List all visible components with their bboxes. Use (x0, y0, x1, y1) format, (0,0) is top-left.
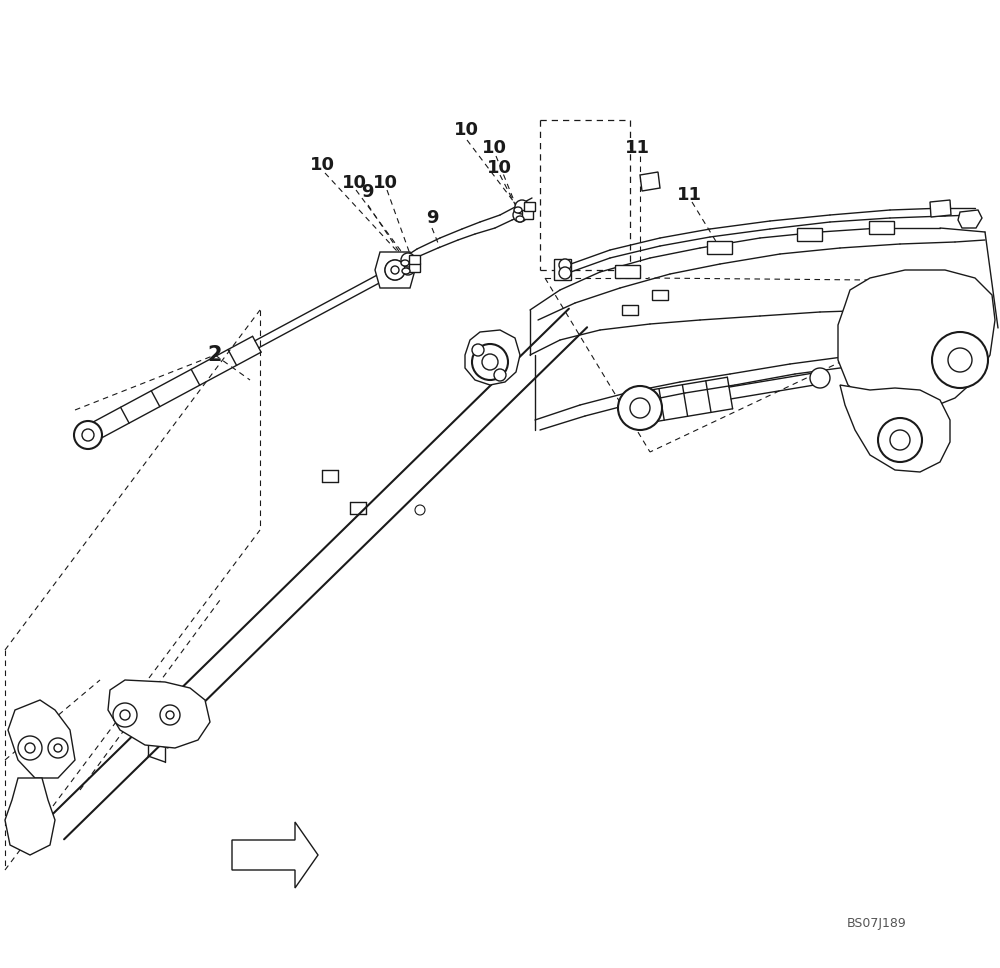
FancyBboxPatch shape (798, 228, 822, 241)
Polygon shape (375, 252, 415, 288)
Circle shape (391, 266, 399, 274)
Circle shape (401, 253, 415, 267)
Polygon shape (958, 210, 982, 228)
Bar (622, 305, 638, 315)
Text: 10: 10 (482, 139, 507, 157)
Polygon shape (640, 172, 660, 191)
Polygon shape (5, 778, 55, 855)
Polygon shape (930, 200, 951, 217)
FancyBboxPatch shape (554, 259, 572, 281)
Circle shape (160, 705, 180, 725)
Text: 10: 10 (454, 121, 479, 139)
Circle shape (120, 710, 130, 720)
FancyBboxPatch shape (410, 256, 420, 264)
Circle shape (482, 354, 498, 370)
Polygon shape (108, 680, 210, 748)
FancyBboxPatch shape (616, 265, 640, 279)
Circle shape (166, 711, 174, 719)
Circle shape (113, 703, 137, 727)
Polygon shape (8, 700, 75, 778)
Bar (652, 290, 668, 300)
Ellipse shape (401, 260, 409, 266)
Text: 10: 10 (310, 156, 334, 174)
Circle shape (948, 348, 972, 372)
Circle shape (630, 398, 650, 418)
Polygon shape (840, 385, 950, 472)
Circle shape (472, 344, 484, 356)
Polygon shape (232, 822, 318, 888)
Ellipse shape (516, 216, 524, 222)
Text: 2: 2 (208, 345, 222, 365)
Text: 10: 10 (486, 159, 512, 177)
Circle shape (932, 332, 988, 388)
Text: 9: 9 (426, 209, 438, 227)
Circle shape (54, 744, 62, 752)
Circle shape (48, 738, 68, 758)
Circle shape (25, 743, 35, 753)
Circle shape (401, 261, 415, 275)
Text: 10: 10 (342, 174, 366, 192)
Circle shape (82, 429, 94, 441)
Circle shape (494, 369, 506, 381)
FancyBboxPatch shape (524, 202, 536, 211)
Circle shape (472, 344, 508, 380)
Circle shape (385, 260, 405, 280)
Circle shape (878, 418, 922, 462)
Circle shape (890, 430, 910, 450)
Ellipse shape (402, 268, 410, 274)
Text: 10: 10 (372, 174, 398, 192)
Circle shape (559, 259, 571, 271)
Circle shape (385, 260, 405, 280)
Circle shape (18, 736, 42, 760)
Text: BS07J189: BS07J189 (847, 917, 907, 930)
Text: 11: 11 (624, 139, 650, 157)
Circle shape (515, 200, 529, 214)
Polygon shape (465, 330, 520, 385)
Circle shape (513, 208, 527, 222)
Polygon shape (838, 270, 995, 410)
FancyBboxPatch shape (522, 210, 534, 220)
Text: 11: 11 (676, 186, 702, 204)
Circle shape (74, 421, 102, 449)
FancyBboxPatch shape (870, 222, 895, 234)
Circle shape (415, 505, 425, 515)
FancyBboxPatch shape (708, 241, 732, 255)
Circle shape (559, 267, 571, 279)
Ellipse shape (514, 207, 522, 213)
FancyBboxPatch shape (410, 263, 420, 273)
Circle shape (810, 368, 830, 388)
Circle shape (618, 386, 662, 430)
Text: 9: 9 (361, 183, 373, 201)
